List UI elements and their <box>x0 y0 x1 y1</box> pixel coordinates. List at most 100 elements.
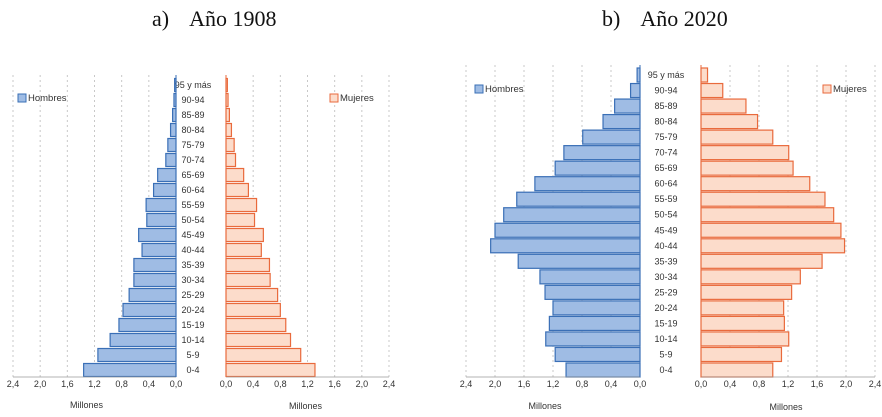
x-tick-label-left: 1,6 <box>518 379 531 389</box>
legend-swatch-hombres <box>17 93 27 103</box>
x-tick-label-left: 1,2 <box>547 379 560 389</box>
age-group-label: 45-49 <box>181 230 204 240</box>
bar-hombres-75-79 <box>582 129 641 145</box>
bar-mujeres-5-9 <box>700 346 783 363</box>
age-group-label: 80-84 <box>654 117 677 127</box>
age-group-label: 25-29 <box>181 290 204 300</box>
age-group-label: 75-79 <box>654 132 677 142</box>
bar-hombres-70-74 <box>563 145 641 161</box>
bar-hombres-20-24 <box>552 300 641 316</box>
age-group-label: 60-64 <box>181 185 204 195</box>
panel-a-label: a) <box>152 6 170 31</box>
x-tick-label-right: 1,6 <box>328 379 341 389</box>
bar-hombres-25-29 <box>544 284 641 300</box>
age-group-label: 45-49 <box>654 225 677 235</box>
bar-mujeres-70-74 <box>700 145 790 161</box>
x-tick-label-left: 0,8 <box>115 379 128 389</box>
x-tick-label-right: 0,4 <box>247 379 260 389</box>
bar-hombres-35-39 <box>517 253 641 269</box>
bar-hombres-5-9 <box>554 346 641 363</box>
age-group-label: 60-64 <box>654 179 677 189</box>
bar-mujeres-35-39 <box>700 253 823 269</box>
bar-hombres-10-14 <box>545 331 641 347</box>
bar-mujeres-55-59 <box>700 191 826 207</box>
x-tick-label-left: 2,4 <box>7 379 20 389</box>
x-tick-label-left: 0,4 <box>605 379 618 389</box>
age-group-label: 20-24 <box>181 305 204 315</box>
bar-hombres-65-69 <box>554 160 641 176</box>
age-group-label: 5-9 <box>659 349 672 359</box>
age-group-label: 65-69 <box>181 170 204 180</box>
age-group-label: 70-74 <box>181 155 204 165</box>
age-group-label: 50-54 <box>181 215 204 225</box>
x-tick-label-left: 2,0 <box>489 379 502 389</box>
x-tick-label-right: 1,2 <box>301 379 314 389</box>
x-tick-label-left: 0,8 <box>576 379 589 389</box>
x-tick-label-left: 1,2 <box>88 379 101 389</box>
panel-b-year: Año 2020 <box>640 6 728 31</box>
legend-label-mujeres: Mujeres <box>833 84 867 95</box>
x-tick-label-left: 0,0 <box>170 379 183 389</box>
age-group-label: 90-94 <box>181 95 204 105</box>
bar-mujeres-25-29 <box>700 284 793 300</box>
x-tick-label-right: 2,0 <box>356 379 369 389</box>
bar-mujeres-95 y más <box>700 67 709 83</box>
bar-mujeres-0-4 <box>700 362 774 378</box>
age-group-label: 90-94 <box>654 86 677 96</box>
x-axis-title-right: Millones <box>289 401 323 411</box>
panel-a-year: Año 1908 <box>189 6 277 31</box>
x-tick-label-right: 0,8 <box>274 379 287 389</box>
panel-a-title: a) Año 1908 <box>152 6 276 32</box>
bar-hombres-60-64 <box>534 176 641 192</box>
bar-mujeres-30-34 <box>700 269 801 285</box>
bar-hombres-45-49 <box>494 222 641 238</box>
x-tick-label-right: 2,4 <box>869 379 882 389</box>
bar-mujeres-20-24 <box>700 300 785 316</box>
x-tick-label-right: 0,4 <box>724 379 737 389</box>
x-tick-label-left: 2,4 <box>460 379 473 389</box>
age-group-label: 75-79 <box>181 140 204 150</box>
x-axis-title-right: Millones <box>769 402 803 412</box>
bar-hombres-80-84 <box>602 113 641 130</box>
bar-hombres-15-19 <box>548 315 641 332</box>
age-group-label: 55-59 <box>181 200 204 210</box>
age-group-label: 95 y más <box>648 70 685 80</box>
panel-b-title: b) Año 2020 <box>602 6 728 32</box>
x-tick-label-right: 2,4 <box>383 379 396 389</box>
bar-mujeres-15-19 <box>700 315 785 332</box>
age-group-label: 85-89 <box>181 110 204 120</box>
age-group-label: 70-74 <box>654 148 677 158</box>
age-group-label: 85-89 <box>654 101 677 111</box>
age-group-label: 30-34 <box>654 272 677 282</box>
age-group-label: 40-44 <box>181 245 204 255</box>
x-axis-title-left: Millones <box>528 401 562 411</box>
x-tick-label-right: 0,0 <box>220 379 233 389</box>
bar-mujeres-85-89 <box>700 98 747 114</box>
age-group-label: 95 y más <box>175 80 212 90</box>
legend-swatch-mujeres <box>329 93 339 103</box>
age-group-label: 40-44 <box>654 241 677 251</box>
age-group-label: 20-24 <box>654 303 677 313</box>
bar-hombres-0-4 <box>565 362 641 378</box>
age-group-label: 65-69 <box>654 163 677 173</box>
age-group-label: 0-4 <box>186 365 199 375</box>
legend-swatch-hombres <box>474 84 484 94</box>
legend-label-mujeres: Mujeres <box>340 93 374 104</box>
x-tick-label-right: 0,0 <box>695 379 708 389</box>
bar-mujeres-10-14 <box>700 331 790 347</box>
bar-hombres-85-89 <box>614 98 641 114</box>
x-tick-label-left: 1,6 <box>61 379 74 389</box>
age-group-label: 35-39 <box>181 260 204 270</box>
bar-mujeres-50-54 <box>700 207 835 223</box>
bar-hombres-30-34 <box>539 269 641 285</box>
legend-label-hombres: Hombres <box>28 93 67 104</box>
x-axis-title-left: Millones <box>70 400 104 410</box>
legend-swatch-mujeres <box>822 84 832 94</box>
x-tick-label-left: 0,0 <box>634 379 647 389</box>
bar-mujeres-80-84 <box>700 113 759 130</box>
bar-mujeres-65-69 <box>700 160 794 176</box>
bar-hombres-40-44 <box>490 238 641 254</box>
age-group-label: 10-14 <box>181 335 204 345</box>
